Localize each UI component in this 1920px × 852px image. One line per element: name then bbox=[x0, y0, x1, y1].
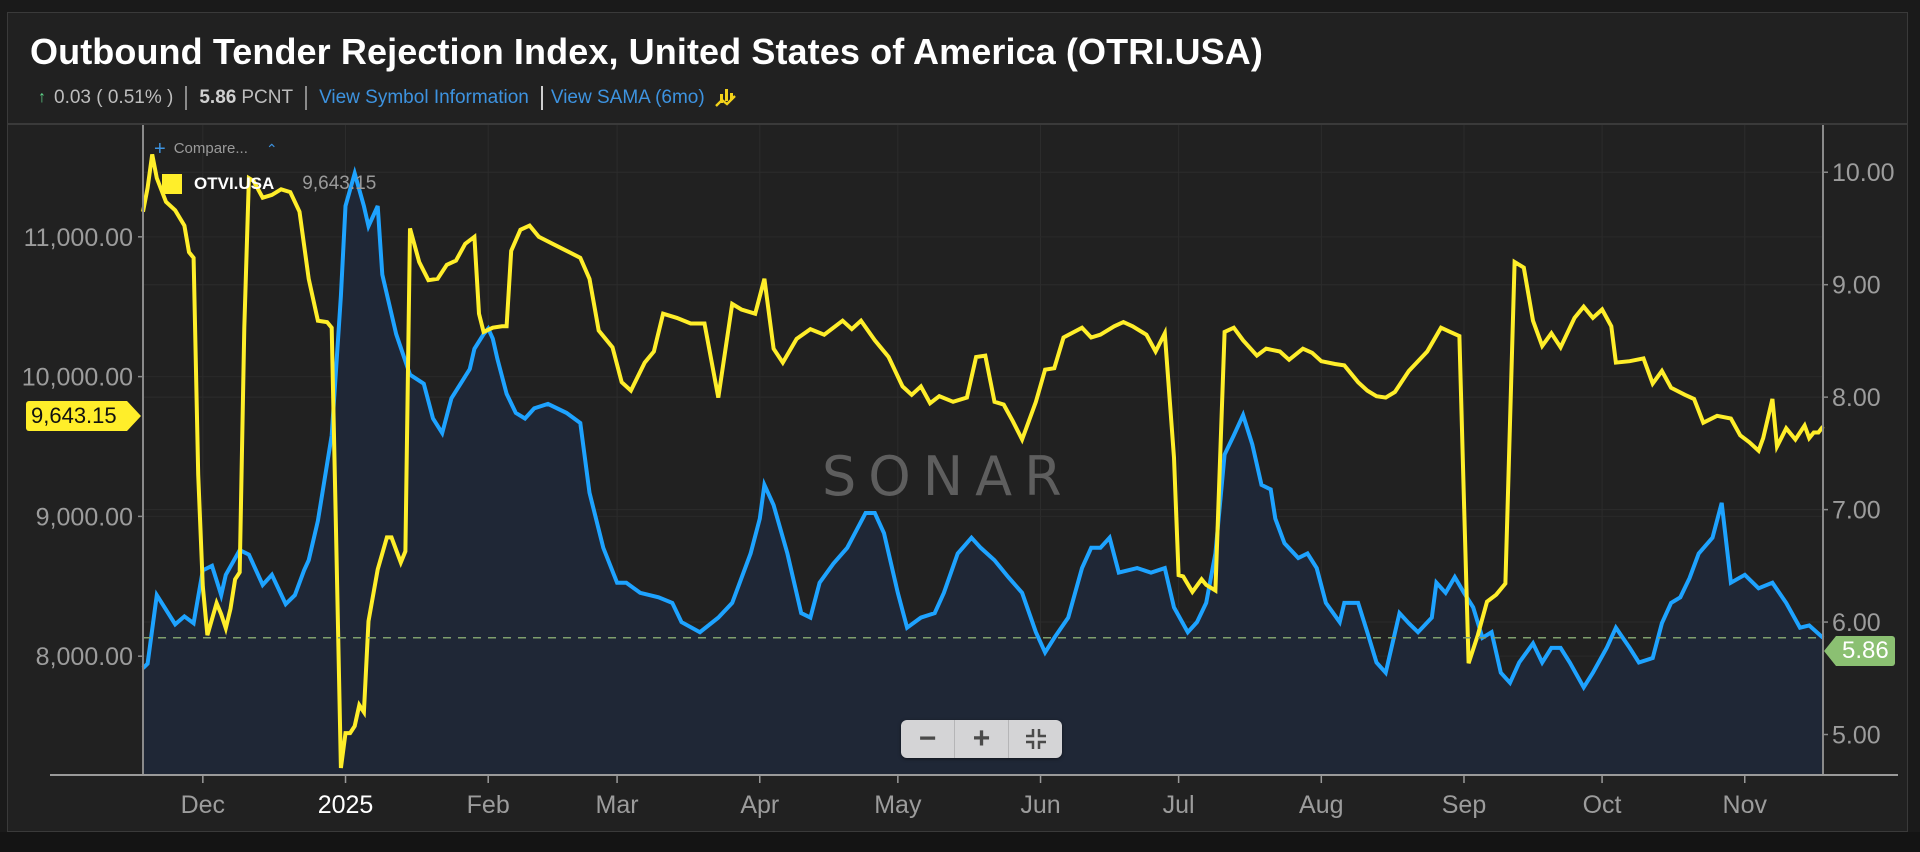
otvi-line bbox=[141, 154, 1825, 769]
legend-series-value: 9,643.15 bbox=[302, 173, 377, 194]
unit-label: PCNT bbox=[241, 87, 294, 108]
otri-area-fill bbox=[143, 173, 1823, 775]
chart-trend-icon[interactable] bbox=[714, 88, 737, 108]
otvi-last-value-badge: 9,643.15 bbox=[26, 401, 141, 431]
x-axis-label: Dec bbox=[181, 791, 225, 819]
current-value: 5.86 bbox=[199, 87, 237, 108]
divider bbox=[185, 86, 188, 110]
series-lines bbox=[141, 154, 1825, 769]
x-axis-label: May bbox=[874, 791, 922, 819]
x-axis-label: Apr bbox=[740, 791, 779, 819]
x-axis-label: Sep bbox=[1442, 791, 1486, 819]
x-axis-label: Jun bbox=[1020, 791, 1060, 819]
right-axis-label: 10.00 bbox=[1832, 159, 1895, 187]
zoom-controls: − + bbox=[901, 720, 1062, 758]
chart-title: Outbound Tender Rejection Index, United … bbox=[30, 31, 1263, 72]
collapse-icon bbox=[1025, 729, 1046, 749]
zoom-out-button[interactable]: − bbox=[901, 720, 955, 758]
right-axis-label: 7.00 bbox=[1832, 497, 1881, 525]
left-axis-label: 9,000.00 bbox=[36, 503, 133, 531]
right-axis-label: 9.00 bbox=[1832, 272, 1881, 300]
compare-button[interactable]: + Compare... ⌃ bbox=[154, 138, 278, 160]
left-axis-label: 11,000.00 bbox=[24, 224, 133, 252]
legend-series-name: OTVI.USA bbox=[194, 174, 275, 193]
x-axis-label: Feb bbox=[467, 791, 510, 819]
compare-label: Compare... bbox=[173, 140, 248, 157]
change-value: 0.03 ( 0.51% ) bbox=[54, 87, 174, 108]
right-axis-label: 6.00 bbox=[1832, 609, 1881, 637]
left-axis-label: 8,000.00 bbox=[36, 643, 133, 671]
legend-swatch bbox=[162, 174, 182, 194]
right-axis-label: 5.00 bbox=[1832, 722, 1881, 750]
x-axis-label: Oct bbox=[1583, 791, 1622, 819]
plus-icon: + bbox=[154, 138, 166, 160]
axes: 8,000.00 9,000.00 10,000.00 11,000.00 5.00 6.… bbox=[22, 125, 1898, 819]
left-axis-label: 10,000.00 bbox=[22, 364, 133, 392]
right-axis-label: 8.00 bbox=[1832, 384, 1881, 412]
view-symbol-info-link[interactable]: View Symbol Information bbox=[319, 87, 529, 108]
x-axis-label: Nov bbox=[1723, 791, 1768, 819]
otri-area bbox=[143, 173, 1823, 775]
up-arrow-icon: ↑ bbox=[38, 89, 46, 106]
otri-last-value-badge: 5.86 bbox=[1824, 636, 1895, 667]
legend-item-otvi[interactable]: OTVI.USA 9,643.15 bbox=[162, 173, 376, 195]
zoom-in-button[interactable]: + bbox=[955, 720, 1009, 758]
x-axis-label: Aug bbox=[1299, 791, 1343, 819]
chevron-up-icon[interactable]: ⌃ bbox=[265, 141, 278, 157]
bottom-strip bbox=[0, 832, 1920, 852]
summary-line: ↑ 0.03 ( 0.51% ) 5.86 PCNT View Symbol I… bbox=[38, 86, 737, 110]
chart-header: Outbound Tender Rejection Index, United … bbox=[8, 13, 1907, 125]
x-axis-label: 2025 bbox=[318, 791, 374, 819]
view-sama-link[interactable]: View SAMA (6mo) bbox=[550, 87, 705, 108]
sonar-watermark: SONAR bbox=[822, 445, 1074, 508]
otri-line bbox=[141, 166, 1825, 692]
reset-zoom-button[interactable] bbox=[1009, 720, 1062, 758]
x-axis-label: Jul bbox=[1163, 791, 1195, 819]
divider bbox=[540, 86, 543, 110]
divider bbox=[305, 86, 308, 110]
x-axis-label: Mar bbox=[596, 791, 639, 819]
